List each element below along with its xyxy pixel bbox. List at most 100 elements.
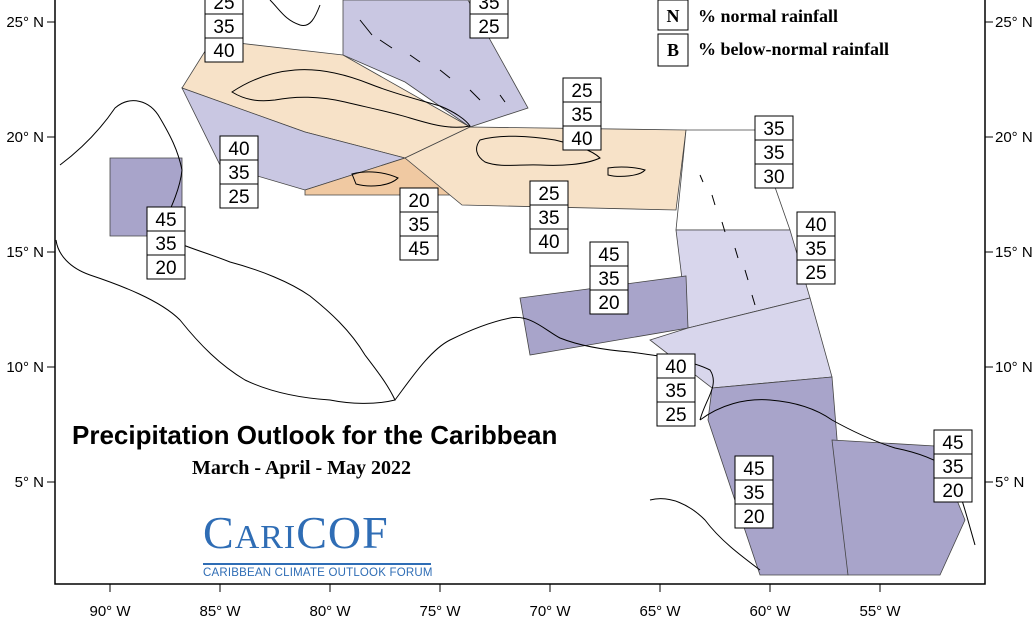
probability-cell — [754, 139, 794, 165]
south-america-interior — [649, 498, 761, 571]
lat-tick-label: 25° N — [995, 14, 1033, 31]
probability-value: 35 — [571, 105, 592, 126]
lon-tick-label: 90° W — [89, 603, 131, 620]
probability-stack: 40 35 25 — [656, 353, 696, 427]
probability-cell — [204, 13, 244, 39]
colombia-coast — [394, 316, 714, 421]
probability-stack: 45 35 20 — [734, 455, 774, 529]
probability-stacks: 2535403525253540403525353530453520203545… — [146, 0, 973, 529]
probability-cell — [562, 77, 602, 103]
probability-value: 35 — [665, 381, 686, 402]
longitude-ticks: 90° W 85° W 80° W 75° W 70° W 65° W 60° W 55° W — [89, 584, 901, 620]
probability-cell — [796, 235, 836, 261]
probability-value: 45 — [598, 245, 619, 266]
probability-stack: 25 35 40 — [562, 77, 602, 151]
probability-stack: 40 35 25 — [219, 135, 259, 209]
probability-value: 45 — [942, 433, 963, 454]
region-layer — [109, 0, 966, 576]
probability-stack: 45 35 20 — [589, 241, 629, 315]
lat-tick-label: 15° N — [995, 244, 1033, 261]
latitude-ticks-left: 25° N 20° N 15° N 10° N 5° N — [6, 14, 55, 491]
probability-value: 35 — [763, 143, 784, 164]
probability-value: 25 — [805, 263, 826, 284]
probability-value: 25 — [228, 187, 249, 208]
probability-value: 30 — [763, 167, 784, 188]
probability-cell — [399, 211, 439, 237]
probability-value: 40 — [805, 215, 826, 236]
probability-value: 25 — [478, 17, 499, 38]
probability-value: 35 — [598, 269, 619, 290]
probability-value: 35 — [213, 17, 234, 38]
region-suriname — [831, 439, 966, 576]
probability-stack: 25 35 40 — [204, 0, 244, 63]
lesser-antilles — [699, 174, 756, 306]
florida-coast — [269, 0, 321, 27]
jamaica-coast — [351, 171, 399, 187]
probability-cell — [754, 163, 794, 189]
probability-value: 40 — [665, 357, 686, 378]
lat-tick-label: 25° N — [6, 14, 44, 31]
probability-cell — [529, 228, 569, 254]
caricof-logo-wordmark: CARICOF — [203, 507, 389, 558]
lat-tick-label: 10° N — [6, 359, 44, 376]
probability-value: 25 — [213, 0, 234, 14]
probability-value: 45 — [155, 210, 176, 231]
hispaniola-coast — [476, 135, 601, 166]
caricof-logo-tagline: CARIBBEAN CLIMATE OUTLOOK FORUM — [203, 567, 433, 579]
probability-value: 20 — [743, 507, 764, 528]
legend-key-b: B — [667, 40, 679, 60]
probability-cell — [589, 289, 629, 315]
legend-key-box-b — [657, 33, 689, 67]
probability-value: 20 — [408, 191, 429, 212]
probability-cell — [399, 187, 439, 213]
lat-tick-label: 20° N — [6, 129, 44, 146]
cuba-coast — [231, 69, 471, 128]
probability-cell — [399, 235, 439, 261]
lon-tick-label: 85° W — [199, 603, 241, 620]
probability-value: 40 — [228, 139, 249, 160]
probability-value: 35 — [743, 483, 764, 504]
probability-cell — [589, 265, 629, 291]
probability-value: 20 — [598, 293, 619, 314]
probability-cell — [204, 37, 244, 63]
legend-label-normal: % normal rainfall — [698, 6, 838, 26]
probability-cell — [469, 13, 509, 39]
probability-stack: 45 35 20 — [933, 429, 973, 503]
probability-cell — [562, 125, 602, 151]
probability-cell — [656, 401, 696, 427]
coastlines — [55, 0, 976, 571]
probability-value: 35 — [408, 215, 429, 236]
probability-value: 35 — [478, 0, 499, 14]
probability-value: 25 — [571, 81, 592, 102]
lon-tick-label: 65° W — [639, 603, 681, 620]
probability-cell — [754, 115, 794, 141]
legend-key-n: N — [667, 6, 680, 26]
probability-cell — [734, 455, 774, 481]
probability-value: 40 — [213, 41, 234, 62]
lat-tick-label: 5° N — [15, 474, 44, 491]
probability-value: 20 — [942, 481, 963, 502]
probability-value: 45 — [743, 459, 764, 480]
legend: N % normal rainfall B % below-normal rai… — [657, 0, 889, 67]
probability-value: 35 — [942, 457, 963, 478]
legend-key-box-n — [657, 0, 689, 31]
probability-value: 35 — [538, 208, 559, 229]
probability-value: 35 — [228, 163, 249, 184]
probability-stack: 35 35 30 — [754, 115, 794, 189]
probability-value: 25 — [538, 184, 559, 205]
probability-value: 35 — [763, 119, 784, 140]
probability-cell — [734, 503, 774, 529]
lat-tick-label: 15° N — [6, 244, 44, 261]
lon-tick-label: 60° W — [749, 603, 791, 620]
lon-tick-label: 75° W — [419, 603, 461, 620]
caricof-logo-rule — [203, 563, 431, 565]
lat-tick-label: 20° N — [995, 129, 1033, 146]
probability-value: 45 — [408, 239, 429, 260]
probability-value: 20 — [155, 258, 176, 279]
probability-stack: 20 35 45 — [399, 187, 439, 261]
probability-cell — [146, 254, 186, 280]
map-title: Precipitation Outlook for the Caribbean — [72, 420, 558, 450]
caricof-logo: CARICOF CARIBBEAN CLIMATE OUTLOOK FORUM — [203, 510, 435, 579]
probability-cell — [734, 479, 774, 505]
